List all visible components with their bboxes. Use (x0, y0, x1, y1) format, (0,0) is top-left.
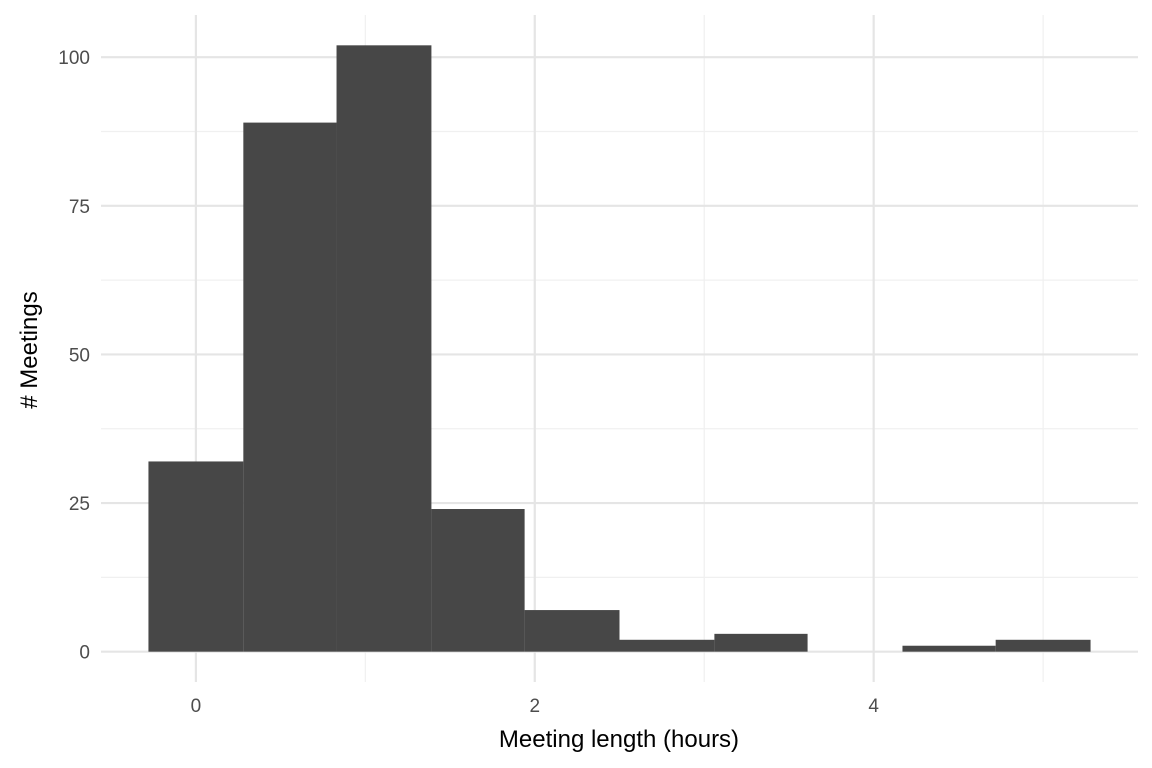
x-tick-label: 0 (191, 696, 202, 717)
y-tick-label: 50 (69, 345, 90, 366)
x-tick-label: 2 (529, 696, 540, 717)
histogram-bar (619, 639, 715, 652)
histogram-bar (902, 645, 996, 652)
histogram-bar (524, 610, 620, 652)
y-tick-label: 25 (69, 494, 90, 515)
y-tick-label: 75 (69, 197, 90, 218)
histogram-bar (995, 639, 1091, 652)
histogram-bar (336, 45, 432, 652)
histogram-bars (148, 45, 1091, 652)
x-axis-tick-labels: 0 2 4 (191, 696, 880, 717)
histogram-bar (714, 633, 808, 652)
x-axis-title: Meeting length (hours) (499, 726, 739, 753)
y-axis-title: # Meetings (16, 291, 43, 408)
y-tick-label: 100 (58, 48, 90, 69)
x-tick-label: 4 (868, 696, 879, 717)
histogram-bar (243, 122, 337, 652)
histogram-bar (148, 461, 244, 652)
y-tick-label: 0 (79, 643, 90, 664)
y-axis-tick-labels: 0 25 50 75 100 (58, 48, 90, 663)
histogram-bar (431, 509, 525, 652)
